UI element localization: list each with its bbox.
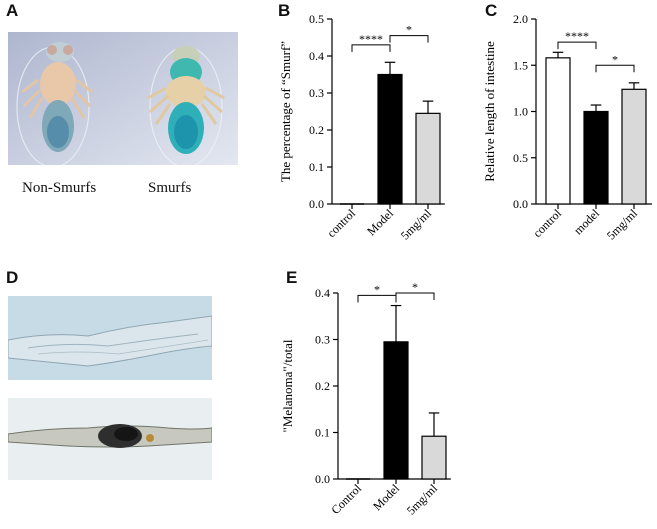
intestine-photo-top (8, 296, 212, 380)
y-tick-label: 0.4 (309, 49, 324, 63)
significance-label: **** (565, 29, 589, 43)
chart-e-melanoma: 0.0 0.1 0.2 0.3 0.4 "Melanoma"/total Control Mo… (280, 280, 451, 518)
significance-bracket (395, 292, 435, 300)
y-tick-label: 0.4 (315, 286, 330, 300)
caption-smurfs: Smurfs (148, 180, 192, 196)
chart-b-smurf-percentage: 0.0 0.1 0.2 0.3 0.4 0.5 The percentage of “Smu… (278, 12, 445, 243)
intestine-melanoma-illustration (8, 398, 212, 480)
intestine-normal-illustration (8, 296, 212, 380)
y-tick-label: 1.5 (513, 58, 528, 72)
y-tick-label: 0.1 (309, 160, 324, 174)
y-tick-label: 0.5 (513, 151, 528, 165)
y-tick-label: 0.2 (309, 123, 324, 137)
bar (383, 341, 409, 480)
y-axis-label: Relative length of intestine (482, 41, 497, 182)
panel-label-c: C (485, 1, 498, 20)
x-tick-label: Model (364, 206, 397, 239)
significance-bracket (389, 35, 429, 43)
panel-label-b: B (278, 1, 291, 20)
significance-bracket (351, 44, 391, 52)
y-tick-label: 0.0 (315, 472, 330, 486)
panel-label-e: E (286, 268, 298, 287)
x-tick-label: 5mg/ml (404, 481, 441, 518)
x-tick-label: Model (370, 481, 403, 514)
significance-label: **** (359, 32, 383, 46)
x-tick-label: 5mg/ml (604, 206, 641, 243)
y-tick-label: 0.3 (315, 333, 330, 347)
panel-label-d: D (6, 268, 19, 287)
x-tick-label: control (324, 206, 358, 240)
x-tick-label: Control (328, 481, 364, 517)
y-tick-label: 0.5 (309, 12, 324, 26)
y-tick-label: 0.0 (513, 197, 528, 211)
chart-c-intestine-length: 0.0 0.5 1.0 1.5 2.0 Relative length of intest… (482, 12, 652, 243)
significance-bracket (595, 64, 635, 73)
y-axis-label: "Melanoma"/total (280, 339, 295, 432)
bar (415, 112, 441, 205)
y-axis-label: The percentage of “Smurf” (278, 41, 293, 182)
bar (621, 88, 647, 205)
significance-label: * (612, 52, 618, 66)
significance-bracket (557, 41, 597, 50)
significance-label: * (374, 282, 380, 296)
x-tick-label: control (530, 206, 564, 240)
non-smurf-fly (16, 42, 93, 165)
panel-label-a: A (6, 1, 19, 20)
bar (545, 57, 571, 205)
bar (583, 110, 609, 205)
y-tick-label: 0.1 (315, 426, 330, 440)
fly-photo-illustration (8, 32, 238, 165)
y-tick-label: 0.0 (309, 197, 324, 211)
y-tick-label: 0.2 (315, 379, 330, 393)
x-tick-label: model (571, 206, 603, 238)
bar (421, 435, 447, 480)
y-tick-label: 1.0 (513, 105, 528, 119)
x-tick-label: 5mg/ml (398, 206, 435, 243)
smurf-fly-photo (8, 32, 238, 165)
y-tick-label: 2.0 (513, 12, 528, 26)
significance-label: * (412, 280, 418, 294)
significance-bracket (357, 294, 397, 303)
smurf-fly (147, 46, 225, 165)
significance-label: * (406, 23, 412, 37)
caption-non-smurfs: Non-Smurfs (22, 180, 97, 196)
y-tick-label: 0.3 (309, 86, 324, 100)
intestine-photo-bottom (8, 398, 212, 480)
bar (377, 73, 403, 205)
